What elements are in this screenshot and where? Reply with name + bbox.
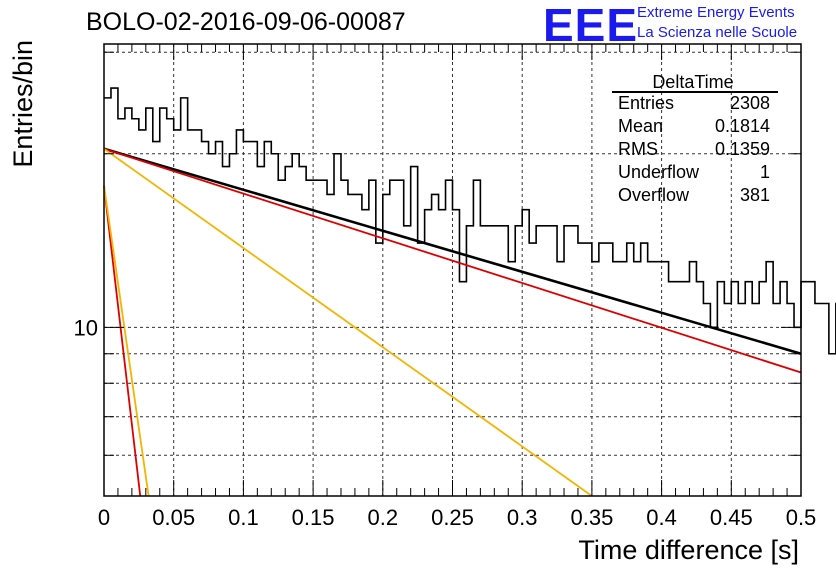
logo-line-2: La Scienza nelle Scuole bbox=[637, 24, 798, 41]
histogram bbox=[104, 87, 836, 355]
x-tick-label: 0.35 bbox=[570, 505, 613, 530]
fit-curve-slow-component-2 bbox=[103, 148, 593, 497]
y-axis-title: Entries/bin bbox=[8, 40, 38, 168]
y-tick-labels: 10 bbox=[74, 315, 98, 340]
stats-value-entries: 2308 bbox=[730, 93, 770, 113]
stats-label-overflow: Overflow bbox=[618, 185, 690, 205]
stats-value-mean: 0.1814 bbox=[715, 116, 770, 136]
logo-line-1: Extreme Energy Events bbox=[637, 4, 795, 21]
x-tick-label: 0.5 bbox=[786, 505, 817, 530]
stats-title: DeltaTime bbox=[652, 72, 733, 92]
histogram-steps bbox=[104, 87, 836, 355]
x-tick-label: 0.05 bbox=[152, 505, 195, 530]
x-tick-labels: 0 0.05 0.1 0.15 0.2 0.25 0.3 0.35 0.4 0.45 0.5 bbox=[98, 505, 816, 530]
fit-curve-slow-component bbox=[103, 147, 802, 374]
stats-box: DeltaTime Entries 2308 Mean 0.1814 RMS 0.1359… bbox=[612, 72, 778, 205]
x-tick-label: 0.25 bbox=[431, 505, 474, 530]
chart-title: BOLO-02-2016-09-06-00087 bbox=[86, 8, 406, 36]
x-tick-label: 0.3 bbox=[507, 505, 538, 530]
x-tick-label: 0.2 bbox=[368, 505, 399, 530]
x-tick-label: 0.1 bbox=[228, 505, 259, 530]
stats-value-underflow: 1 bbox=[760, 162, 770, 182]
stats-value-overflow: 381 bbox=[740, 185, 770, 205]
fit-curves bbox=[103, 147, 802, 497]
stats-label-rms: RMS bbox=[618, 139, 658, 159]
x-tick-label: 0 bbox=[98, 505, 110, 530]
axis-ticks bbox=[103, 44, 802, 496]
x-tick-label: 0.15 bbox=[292, 505, 335, 530]
fit-curve-fast-component-2 bbox=[103, 185, 150, 497]
fit-curve-total-fit bbox=[103, 147, 802, 355]
fit-curve-fast-component bbox=[103, 185, 142, 497]
x-tick-label: 0.45 bbox=[710, 505, 753, 530]
stats-value-rms: 0.1359 bbox=[715, 139, 770, 159]
stats-label-underflow: Underflow bbox=[618, 162, 700, 182]
y-tick-label: 10 bbox=[74, 315, 98, 340]
x-axis-title: Time difference [s] bbox=[578, 535, 799, 565]
stats-rows: Entries 2308 Mean 0.1814 RMS 0.1359 Underflow 1… bbox=[618, 93, 770, 205]
stats-label-mean: Mean bbox=[618, 116, 663, 136]
x-tick-label: 0.4 bbox=[646, 505, 677, 530]
eee-logo: EEE bbox=[543, 0, 639, 51]
stats-label-entries: Entries bbox=[618, 93, 674, 113]
